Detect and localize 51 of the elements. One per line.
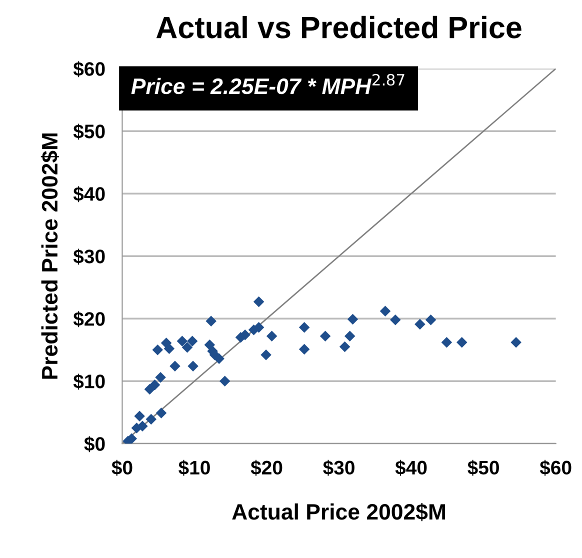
y-axis-title: Predicted Price 2002$M bbox=[40, 133, 60, 379]
point bbox=[425, 314, 436, 326]
x-tick-label: $0 bbox=[112, 460, 132, 476]
point bbox=[298, 344, 310, 355]
point bbox=[344, 330, 356, 342]
point bbox=[253, 296, 264, 308]
annotation: Price = 2.25E-07 * MPH$^{2.87}$ bbox=[131, 74, 404, 94]
x-tick-label: $30 bbox=[323, 460, 354, 476]
point bbox=[510, 336, 522, 348]
point bbox=[186, 336, 198, 346]
point bbox=[206, 316, 216, 326]
point bbox=[182, 342, 193, 353]
x-tick-label: $20 bbox=[250, 460, 282, 476]
point bbox=[149, 379, 160, 390]
point bbox=[134, 410, 145, 422]
point bbox=[164, 343, 175, 354]
point bbox=[260, 349, 272, 360]
point bbox=[414, 318, 426, 330]
y-tick-label: $20 bbox=[73, 311, 105, 328]
y-tick-label: $10 bbox=[73, 374, 105, 390]
point bbox=[298, 322, 310, 333]
y-tick-label: $50 bbox=[73, 124, 105, 140]
x-tick-label: $50 bbox=[468, 460, 499, 476]
y-tick-label: $30 bbox=[73, 248, 105, 265]
point bbox=[380, 306, 391, 316]
point bbox=[390, 314, 401, 326]
point bbox=[266, 330, 278, 342]
point bbox=[137, 420, 148, 432]
point bbox=[441, 336, 452, 348]
x-tick-label: $40 bbox=[395, 460, 427, 476]
point bbox=[170, 360, 180, 372]
point bbox=[339, 341, 350, 352]
point bbox=[146, 414, 157, 425]
point bbox=[320, 330, 331, 342]
point bbox=[155, 372, 166, 383]
point bbox=[219, 376, 230, 386]
y-tick-label: $60 bbox=[73, 61, 105, 78]
x-tick-label: $60 bbox=[540, 460, 572, 476]
point bbox=[347, 314, 358, 325]
point bbox=[152, 344, 164, 356]
x-axis-title: Actual Price 2002$M bbox=[232, 503, 445, 522]
chart-title: Actual vs Predicted Price bbox=[156, 16, 522, 38]
point bbox=[176, 336, 188, 346]
point bbox=[214, 353, 224, 364]
point bbox=[188, 360, 198, 372]
point bbox=[204, 339, 216, 350]
x-tick-label: $10 bbox=[178, 460, 210, 476]
y-tick-label: $0 bbox=[84, 436, 105, 452]
point bbox=[456, 336, 468, 348]
y-tick-label: $40 bbox=[73, 186, 105, 202]
point bbox=[156, 408, 167, 418]
